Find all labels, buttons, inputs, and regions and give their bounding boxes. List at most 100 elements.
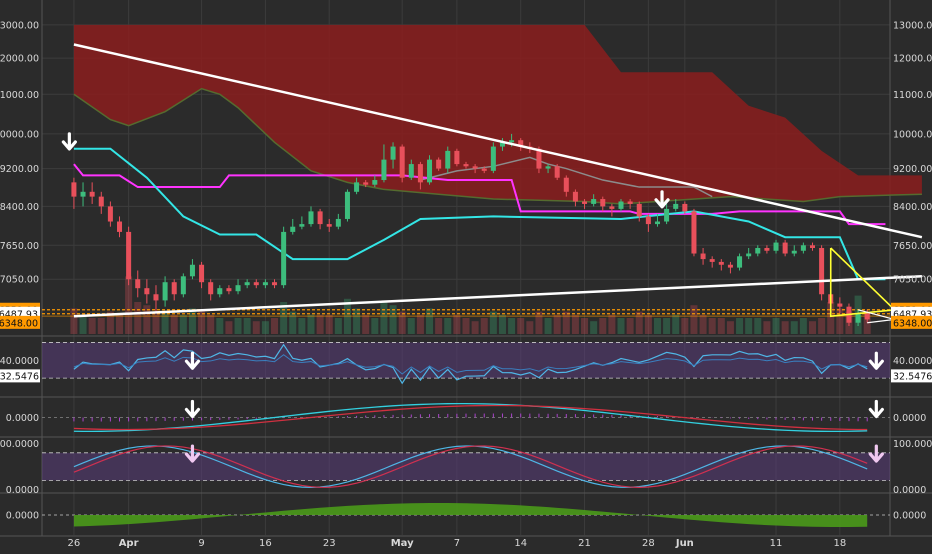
candle[interactable] — [664, 203, 670, 225]
x-tick-label: Jun — [675, 538, 694, 549]
candle[interactable] — [800, 242, 806, 254]
candle-body — [673, 203, 679, 209]
candle-body — [199, 264, 205, 283]
candle[interactable] — [317, 208, 323, 230]
candle[interactable] — [189, 259, 195, 280]
candle[interactable] — [180, 273, 186, 298]
candle[interactable] — [445, 146, 451, 174]
candle[interactable] — [98, 191, 104, 214]
candle[interactable] — [144, 279, 150, 304]
candle[interactable] — [153, 285, 159, 314]
candle[interactable] — [107, 201, 113, 227]
candle[interactable] — [463, 161, 469, 169]
candle[interactable] — [308, 206, 314, 227]
candle[interactable] — [162, 276, 168, 307]
candle[interactable] — [481, 166, 487, 174]
candle[interactable] — [417, 161, 423, 190]
candle[interactable] — [764, 245, 770, 254]
candle[interactable] — [746, 248, 752, 260]
candle[interactable] — [682, 201, 688, 214]
volume-bar — [544, 318, 552, 334]
candle[interactable] — [691, 208, 697, 257]
candle[interactable] — [381, 144, 387, 183]
candle[interactable] — [855, 309, 861, 327]
candle[interactable] — [126, 226, 132, 286]
candle[interactable] — [253, 279, 259, 289]
candle-body — [472, 166, 478, 169]
candle[interactable] — [591, 194, 597, 207]
candle[interactable] — [673, 199, 679, 212]
candle[interactable] — [354, 177, 360, 195]
candle[interactable] — [700, 248, 706, 265]
candle[interactable] — [272, 279, 278, 289]
candle[interactable] — [518, 138, 524, 151]
candle[interactable] — [600, 196, 606, 212]
candle[interactable] — [281, 226, 287, 289]
candle-body — [135, 279, 141, 289]
candle[interactable] — [427, 155, 433, 185]
candle-body — [709, 259, 715, 262]
candle[interactable] — [819, 245, 825, 301]
candle[interactable] — [654, 213, 660, 227]
volume-bar — [672, 314, 680, 334]
candle[interactable] — [572, 189, 578, 207]
candle[interactable] — [335, 213, 341, 230]
candle[interactable] — [208, 279, 214, 301]
candle-body — [791, 250, 797, 254]
candle[interactable] — [171, 279, 177, 301]
candle[interactable] — [290, 218, 296, 235]
candle[interactable] — [791, 245, 797, 257]
candle[interactable] — [199, 261, 205, 289]
candle[interactable] — [755, 245, 761, 257]
candle-body — [235, 285, 241, 292]
candle[interactable] — [809, 242, 816, 251]
candle[interactable] — [554, 164, 560, 181]
candle[interactable] — [89, 182, 95, 204]
candle[interactable] — [454, 148, 460, 167]
candle[interactable] — [582, 199, 588, 209]
candle[interactable] — [244, 279, 250, 289]
volume-bar — [416, 314, 424, 334]
candle[interactable] — [609, 203, 615, 217]
candle[interactable] — [727, 261, 733, 274]
candle[interactable] — [627, 199, 633, 209]
candle[interactable] — [399, 144, 405, 183]
candle[interactable] — [235, 279, 241, 295]
candle[interactable] — [472, 164, 478, 174]
candle[interactable] — [636, 201, 642, 222]
candlesticks[interactable] — [71, 133, 870, 327]
candle[interactable] — [80, 182, 86, 207]
candle[interactable] — [116, 216, 123, 238]
candle[interactable] — [390, 142, 396, 169]
candle[interactable] — [773, 239, 779, 254]
candle[interactable] — [782, 239, 788, 257]
candle[interactable] — [490, 142, 496, 174]
candle[interactable] — [545, 164, 551, 174]
candle[interactable] — [499, 138, 505, 151]
candle[interactable] — [645, 213, 651, 232]
candle[interactable] — [135, 270, 141, 298]
candle[interactable] — [408, 159, 414, 181]
candle[interactable] — [226, 285, 232, 295]
volume-bar — [808, 321, 817, 334]
candle[interactable] — [618, 199, 624, 212]
candle[interactable] — [344, 189, 350, 222]
candle[interactable] — [217, 285, 223, 298]
candle-body — [855, 313, 861, 323]
candle[interactable] — [436, 157, 442, 171]
candle[interactable] — [326, 218, 332, 232]
volume-bar — [216, 318, 224, 334]
candle[interactable] — [71, 177, 77, 209]
candle[interactable] — [363, 180, 369, 188]
candle[interactable] — [718, 259, 724, 271]
candle[interactable] — [262, 279, 268, 289]
candle[interactable] — [372, 175, 378, 188]
volume-bar — [827, 302, 835, 334]
candle[interactable] — [837, 297, 843, 314]
candle[interactable] — [709, 256, 715, 268]
candle[interactable] — [563, 175, 569, 197]
candle[interactable] — [737, 253, 743, 271]
candle[interactable] — [299, 216, 305, 230]
